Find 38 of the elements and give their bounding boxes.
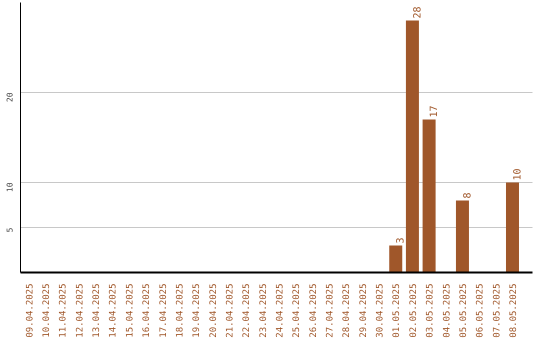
x-tick-label: 12.04.2025 xyxy=(75,283,86,338)
data-label: 3 xyxy=(396,237,407,244)
data-label: 17 xyxy=(429,105,440,118)
x-tick-label: 02.05.2025 xyxy=(408,283,419,338)
y-tick-label: 20 xyxy=(6,92,14,102)
x-tick-label: 15.04.2025 xyxy=(125,283,136,338)
x-tick-label: 01.05.2025 xyxy=(392,283,402,338)
x-tick-label: 20.04.2025 xyxy=(208,283,219,338)
x-tick-label: 16.04.2025 xyxy=(142,283,152,338)
x-tick-label: 19.04.2025 xyxy=(192,283,202,338)
x-tick-label: 25.04.2025 xyxy=(292,283,302,338)
x-tick-label: 03.05.2025 xyxy=(426,283,436,338)
x-tick-label: 29.04.2025 xyxy=(358,283,369,338)
x-tick-label: 08.05.2025 xyxy=(508,283,519,338)
x-tick-label: 22.04.2025 xyxy=(242,283,252,338)
x-tick-label: 21.04.2025 xyxy=(225,283,236,338)
x-tick-label: 14.04.2025 xyxy=(108,283,119,338)
x-tick-label: 06.05.2025 xyxy=(476,283,486,338)
x-tick-label: 18.04.2025 xyxy=(175,283,186,338)
x-tick-label: 30.04.2025 xyxy=(376,283,386,338)
x-tick-label: 28.04.2025 xyxy=(342,283,352,338)
x-tick-label: 04.05.2025 xyxy=(442,283,452,338)
data-label: 8 xyxy=(462,192,474,198)
x-tick-label: 07.05.2025 xyxy=(492,283,502,338)
x-tick-label: 11.04.2025 xyxy=(58,283,69,338)
x-tick-label: 05.05.2025 xyxy=(458,283,469,338)
y-tick-label: 5 xyxy=(6,227,14,232)
y-tick-label: 10 xyxy=(6,182,14,192)
x-tick-label: 10.04.2025 xyxy=(42,283,52,338)
data-label: 28 xyxy=(412,6,424,18)
x-tick-label: 26.04.2025 xyxy=(308,283,319,338)
data-label: 10 xyxy=(512,168,524,180)
x-tick-label: 27.04.2025 xyxy=(326,283,336,338)
x-tick-label: 24.04.2025 xyxy=(276,283,286,338)
x-tick-label: 23.04.2025 xyxy=(258,283,269,338)
x-tick-label: 17.04.2025 xyxy=(158,283,169,338)
x-tick-label: 13.04.2025 xyxy=(92,283,102,338)
x-tick-label: 09.04.2025 xyxy=(25,283,36,338)
